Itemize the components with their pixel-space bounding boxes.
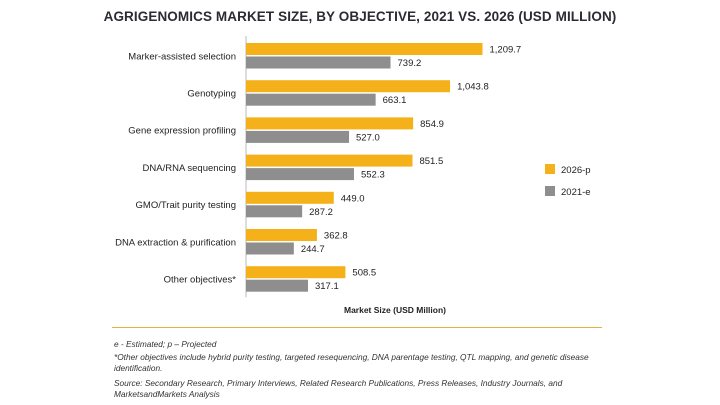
- legend-swatch-2026-p: [545, 164, 555, 174]
- bar-2026-p-1: [246, 80, 451, 93]
- data-label: 287.2: [309, 207, 333, 218]
- data-label: 527.0: [356, 132, 380, 143]
- data-label: 449.0: [341, 193, 365, 204]
- category-label: DNA extraction & purification: [115, 237, 236, 248]
- bar-2021-e-4: [246, 205, 303, 218]
- legend-label: 2026-p: [561, 165, 591, 176]
- data-label: 317.1: [315, 281, 339, 292]
- bar-2021-e-2: [246, 130, 350, 143]
- bar-2021-e-0: [246, 56, 391, 69]
- bar-2026-p-2: [246, 117, 414, 130]
- category-label: Gene expression profiling: [128, 126, 236, 137]
- bar-2021-e-5: [246, 242, 294, 255]
- note-source: Source: Secondary Research, Primary Inte…: [114, 378, 563, 399]
- data-label: 739.2: [398, 58, 422, 69]
- legend-label: 2021-e: [561, 187, 591, 198]
- bar-2026-p-4: [246, 191, 334, 204]
- bar-2026-p-3: [246, 154, 413, 167]
- bar-2026-p-5: [246, 229, 317, 241]
- chart-title: AGRIGENOMICS MARKET SIZE, BY OBJECTIVE, …: [103, 9, 617, 24]
- category-label: Genotyping: [187, 88, 236, 99]
- data-label: 854.9: [420, 119, 444, 130]
- data-label: 362.8: [324, 231, 348, 242]
- note-other-objectives: *Other objectives include hybrid purity …: [114, 352, 589, 373]
- data-label: 508.5: [352, 268, 376, 279]
- bar-2021-e-1: [246, 93, 376, 106]
- bar-2021-e-3: [246, 168, 354, 181]
- data-label: 1,209.7: [489, 45, 521, 56]
- x-axis-title: Market Size (USD Million): [344, 305, 446, 315]
- notes-divider: [112, 327, 602, 328]
- legend-swatch-2021-e: [545, 186, 555, 196]
- data-label: 552.3: [361, 170, 385, 181]
- bar-2026-p-0: [246, 43, 483, 55]
- category-label: GMO/Trait purity testing: [136, 200, 236, 211]
- category-label: Other objectives*: [164, 274, 237, 285]
- bar-2026-p-6: [246, 266, 346, 279]
- data-label: 244.7: [301, 244, 325, 255]
- note-estimated: e - Estimated; p – Projected: [114, 339, 217, 349]
- category-label: DNA/RNA sequencing: [143, 163, 236, 174]
- data-label: 851.5: [419, 156, 443, 167]
- bar-2021-e-6: [246, 279, 308, 292]
- data-label: 1,043.8: [457, 82, 489, 93]
- data-label: 663.1: [383, 95, 407, 106]
- category-label: Marker-assisted selection: [128, 51, 236, 62]
